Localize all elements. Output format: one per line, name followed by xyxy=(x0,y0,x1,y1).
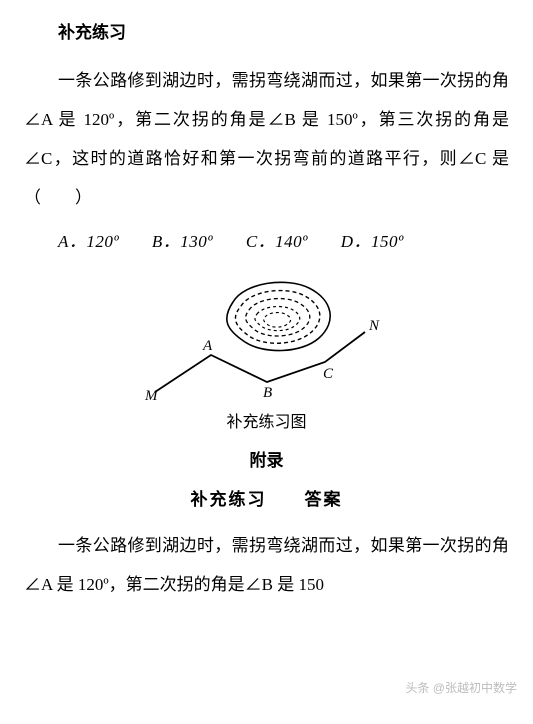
options-row: A．120º B．130º C．140º D．150º xyxy=(24,227,509,252)
option-d: D．150º xyxy=(341,232,404,251)
label-b: B xyxy=(263,385,272,401)
figure-caption: 补充练习图 xyxy=(226,408,306,432)
supplement-heading: 补充练习 xyxy=(24,18,509,43)
label-n: N xyxy=(368,318,380,334)
problem-text: 一条公路修到湖边时，需拐弯绕湖而过，如果第一次拐的角∠A 是 120º，第二次拐… xyxy=(24,61,509,217)
label-c: C xyxy=(323,366,334,382)
label-m: M xyxy=(144,388,159,402)
option-b: B．130º xyxy=(152,232,213,251)
label-a: A xyxy=(202,338,213,354)
answer-text: 一条公路修到湖边时，需拐弯绕湖而过，如果第一次拐的角∠A 是 120º，第二次拐… xyxy=(24,526,509,604)
answer-heading: 补充练习 答案 xyxy=(24,485,509,510)
watermark-text: 头条 @张越初中数学 xyxy=(405,679,517,696)
option-c: C．140º xyxy=(246,232,308,251)
figure-container: A B C M N 补充练习图 xyxy=(24,262,509,432)
appendix-heading: 附录 xyxy=(24,446,509,471)
lake-road-diagram: A B C M N xyxy=(137,262,397,402)
option-a: A．120º xyxy=(58,232,119,251)
